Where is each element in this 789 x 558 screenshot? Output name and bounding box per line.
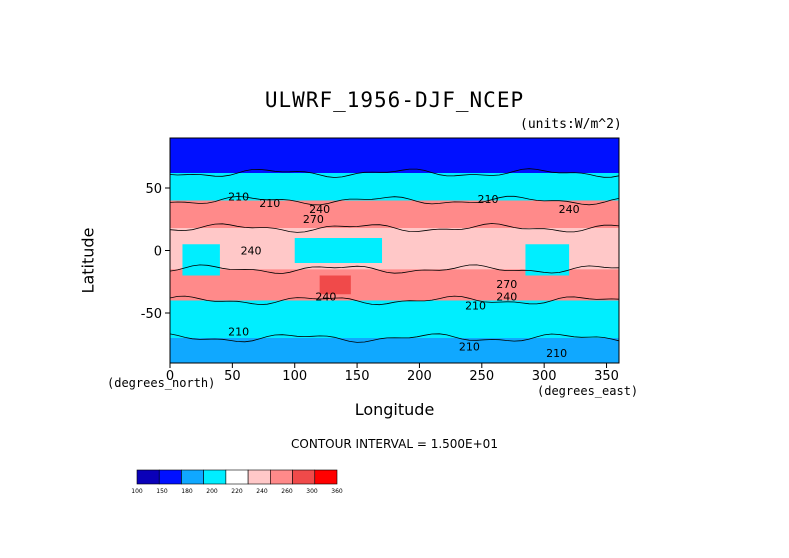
colorbar-swatch	[270, 469, 293, 485]
contour-label: 210	[465, 299, 486, 312]
y-axis-label: Latitude	[78, 227, 98, 294]
chart-title: ULWRF_1956-DJF_NCEP	[264, 88, 525, 112]
x-unit-right: (degrees_east)	[537, 384, 639, 398]
region-africa-convection	[182, 244, 220, 276]
region-australia-hot	[319, 275, 351, 295]
contour-label: 210	[259, 197, 280, 210]
contour-line	[170, 168, 619, 178]
contour-line	[170, 195, 619, 206]
contour-label: 210	[228, 326, 249, 339]
contour-line	[170, 333, 619, 343]
contour-label: 240	[315, 291, 336, 304]
contour-line	[170, 223, 619, 233]
contour-label: 240	[309, 203, 330, 216]
x-tick-label: 150	[345, 369, 370, 384]
colorbar-label: 100	[131, 488, 143, 495]
contour-label: 240	[241, 244, 262, 257]
y-tick-label: 0	[154, 245, 162, 260]
colorbar-label: 240	[256, 488, 268, 495]
colorbar-swatch	[292, 469, 316, 485]
colorbar-label: 180	[181, 488, 193, 495]
contour-line	[170, 295, 619, 306]
region-maritime-continent	[294, 238, 383, 263]
y-tick-label: -50	[141, 307, 162, 322]
x-tick-label: 200	[407, 369, 432, 384]
x-tick-label: 50	[224, 369, 241, 384]
contour-label: 210	[228, 191, 249, 204]
colorbar-swatch	[225, 469, 249, 485]
x-axis-label: Longitude	[354, 400, 435, 419]
y-axis: 50 0 -50	[141, 182, 170, 322]
x-unit-left: (degrees_north)	[107, 376, 216, 390]
colorbar-swatch	[203, 469, 227, 485]
colorbar-label: 150	[156, 488, 168, 495]
colorbar-swatch	[181, 469, 204, 485]
x-tick-label: 250	[469, 369, 494, 384]
contour-line	[170, 264, 619, 274]
region-polar-north	[170, 138, 619, 173]
contour-label: 210	[478, 193, 499, 206]
contour-label: 210	[459, 341, 480, 354]
units-label: (units:W/m^2)	[520, 117, 622, 132]
x-tick-label: 300	[532, 369, 557, 384]
colorbar-swatch	[247, 469, 271, 485]
region-north-subtropics	[170, 200, 619, 228]
contour-label: 240	[559, 203, 580, 216]
colorbar-label: 300	[306, 488, 318, 495]
contour-label: 210	[546, 347, 567, 360]
contour-label: 270	[496, 278, 517, 291]
y-tick-label: 50	[145, 182, 162, 197]
colorbar-swatch	[136, 469, 160, 485]
colorbar-label: 260	[281, 488, 293, 495]
region-south-america-convection	[525, 244, 570, 276]
colorbar-label: 360	[331, 488, 343, 495]
contour-label: 270	[303, 213, 324, 226]
colorbar-swatch	[314, 469, 338, 485]
region-subpolar-north	[170, 173, 619, 201]
colorbar-label: 200	[206, 488, 218, 495]
x-tick-label: 100	[282, 369, 307, 384]
contour-interval-text: CONTOUR INTERVAL = 1.500E+01	[291, 437, 498, 451]
x-tick-label: 350	[594, 369, 619, 384]
x-axis: 0 50 100 150 200 250 300 350	[166, 363, 619, 384]
colorbar-label: 220	[231, 488, 243, 495]
contour-label: 240	[496, 291, 517, 304]
colorbar-swatch	[158, 469, 182, 485]
region-southern-ocean	[170, 300, 619, 338]
x-tick-label: 0	[166, 369, 174, 384]
colorbar: 100 150 180 200 220 240 260 300 360	[131, 469, 343, 495]
